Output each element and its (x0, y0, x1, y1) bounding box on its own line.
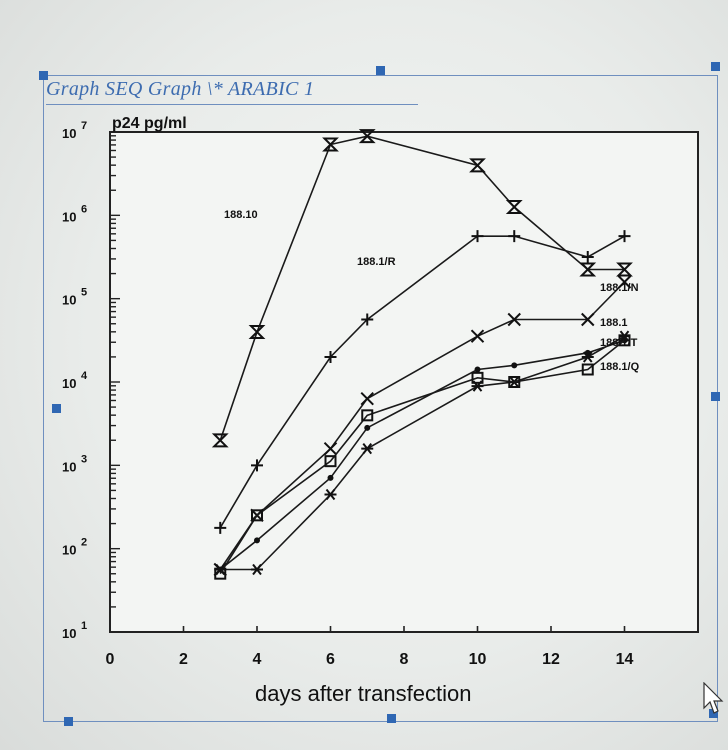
point-marker (507, 312, 521, 327)
y-tick-exponent: 5 (81, 287, 87, 299)
resize-handle-top-left[interactable] (39, 71, 48, 80)
x-tick-label: 6 (326, 651, 335, 668)
x-tick-label: 10 (469, 651, 487, 668)
point-marker (508, 230, 521, 243)
plot-area (109, 131, 699, 633)
point-marker (474, 366, 481, 373)
series-line (219, 135, 625, 441)
y-tick-label: 10 (62, 626, 76, 641)
point-marker (324, 488, 337, 501)
caption-underline (46, 104, 418, 105)
y-axis-label-group: 10 1 10 2 10 3 10 4 10 5 10 6 10 7 (62, 120, 88, 641)
point-marker (361, 409, 374, 422)
point-marker (361, 313, 374, 326)
point-marker (358, 129, 376, 144)
x-tick-label: 0 (106, 651, 115, 668)
y-tick-label: 10 (62, 126, 76, 141)
y-tick-label: 10 (62, 293, 76, 308)
y-tick-exponent: 4 (81, 370, 88, 382)
point-marker (251, 459, 263, 472)
series-line (219, 339, 625, 571)
series-label: 188.1/T (600, 337, 638, 349)
point-marker (616, 262, 633, 277)
y-tick-exponent: 2 (81, 537, 87, 549)
y-tick-exponent: 7 (81, 120, 87, 132)
point-marker (214, 567, 227, 580)
y-minor-tick-group (110, 135, 120, 633)
point-marker (324, 351, 337, 363)
point-marker (581, 363, 594, 376)
point-marker (617, 275, 632, 289)
point-marker (324, 455, 337, 468)
x-tick-label: 14 (616, 651, 634, 668)
point-marker (361, 443, 374, 455)
point-marker (254, 537, 260, 544)
y-axis-title: p24 pg/ml (112, 115, 187, 132)
point-marker (323, 441, 338, 456)
field-code-caption: Graph SEQ Graph \* ARABIC 1 (46, 78, 315, 100)
mouse-pointer-icon (703, 682, 724, 714)
point-marker (360, 391, 374, 406)
series-label-group: 188.10 188.1/R 188.1/N 188.1 188.1/T 188.1/Q (224, 209, 640, 373)
series-group (211, 129, 633, 580)
y-tick-label: 10 (62, 209, 76, 224)
resize-handle-top-right[interactable] (711, 62, 720, 71)
point-marker (579, 262, 597, 277)
point-marker (251, 509, 263, 522)
y-tick-label: 10 (62, 543, 76, 558)
y-tick-label: 10 (62, 376, 76, 391)
point-marker (469, 158, 486, 173)
series-188-10 (211, 129, 633, 448)
point-marker (248, 325, 266, 339)
point-marker (581, 251, 594, 263)
x-tick-label: 4 (253, 651, 262, 668)
series-line (220, 335, 625, 571)
point-marker (618, 230, 631, 243)
resize-handle-top-center[interactable] (376, 66, 385, 75)
point-marker (471, 371, 484, 384)
series-label: 188.1/Q (600, 361, 640, 373)
series-label: 188.1/R (357, 256, 396, 268)
point-marker (618, 334, 631, 347)
point-marker (251, 563, 263, 576)
point-marker (508, 376, 521, 388)
y-tick-exponent: 1 (81, 620, 87, 632)
point-marker (327, 474, 334, 481)
x-tick-label: 12 (542, 651, 560, 668)
point-marker (505, 200, 523, 214)
series-label: 188.10 (224, 209, 258, 221)
y-tick-label: 10 (62, 459, 76, 474)
point-marker (581, 312, 595, 327)
series-line (219, 235, 625, 529)
x-axis-title: days after transfection (255, 681, 471, 706)
resize-handle-middle-right[interactable] (711, 392, 720, 401)
x-tick-label: 2 (179, 651, 188, 668)
x-axis-tick-group: 0 2 4 6 8 10 12 14 (106, 626, 634, 668)
series-line (219, 281, 626, 570)
point-marker (214, 521, 227, 534)
series-label: 188.1/N (600, 282, 639, 294)
x-tick-label: 8 (400, 651, 409, 668)
series-188-1-r (214, 230, 631, 534)
series-label: 188.1 (600, 317, 628, 329)
series-line (219, 339, 625, 575)
point-marker (511, 362, 518, 369)
point-marker (211, 433, 229, 448)
point-marker (471, 230, 484, 243)
resize-handle-bottom-center[interactable] (387, 714, 396, 723)
y-tick-exponent: 6 (81, 203, 87, 215)
point-marker (470, 329, 485, 343)
y-tick-exponent: 3 (81, 453, 87, 465)
point-marker (581, 351, 594, 363)
series-188-1-q (214, 334, 631, 580)
point-marker (322, 137, 339, 152)
resize-handle-bottom-left[interactable] (64, 717, 73, 726)
point-marker (364, 424, 371, 431)
resize-handle-bottom-right[interactable] (709, 709, 718, 718)
resize-handle-middle-left[interactable] (52, 404, 61, 413)
